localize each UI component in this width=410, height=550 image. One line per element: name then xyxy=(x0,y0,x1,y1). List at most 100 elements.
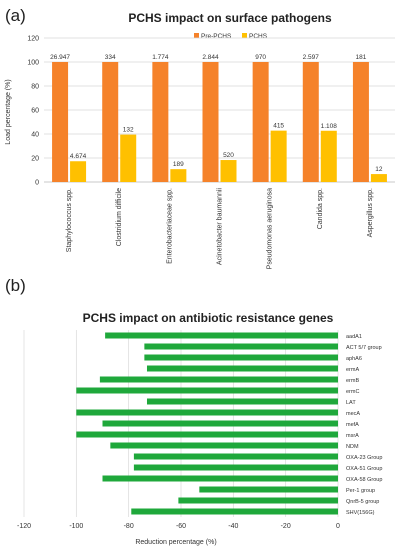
chart-b-x-axis-label: Reduction percentage (%) xyxy=(135,539,216,546)
y-tick-label: 80 xyxy=(31,84,39,91)
data-label: 334 xyxy=(105,54,116,61)
category-label: OXA-51 Group xyxy=(346,466,382,472)
bar xyxy=(76,387,338,394)
y-tick-label: 40 xyxy=(31,132,39,139)
y-tick-label: 60 xyxy=(31,108,39,115)
x-tick-label: -20 xyxy=(281,523,291,530)
bar xyxy=(270,130,287,182)
bar xyxy=(170,169,187,182)
data-label: 2.844 xyxy=(202,54,219,61)
legend-label: Pre-PCHS xyxy=(201,33,232,40)
category-label: QnrB-5 group xyxy=(346,499,379,505)
x-tick-label: -100 xyxy=(69,523,83,530)
data-label: 26.947 xyxy=(50,54,70,61)
bar xyxy=(152,62,169,182)
bar xyxy=(146,398,338,405)
x-tick-label: 0 xyxy=(336,523,340,530)
category-label: aphA6 xyxy=(346,356,362,362)
bar xyxy=(110,442,338,449)
chart-a-legend: Pre-PCHS PCHS xyxy=(194,33,268,40)
chart-a-grid xyxy=(44,37,395,183)
bar xyxy=(220,160,237,182)
x-tick-label: Pseudomonas aeruginosa xyxy=(267,188,274,269)
category-label: mefA xyxy=(346,422,359,428)
x-tick-label: -60 xyxy=(176,523,186,530)
x-tick-label: Aspergillus spp. xyxy=(367,188,374,237)
chart-a-bars xyxy=(52,62,387,182)
bar xyxy=(370,174,387,182)
data-label: 2.597 xyxy=(303,54,320,61)
bar xyxy=(99,376,338,383)
y-tick-label: 20 xyxy=(31,156,39,163)
bar xyxy=(202,62,219,182)
category-label: aadA1 xyxy=(346,334,362,340)
data-label: 1.774 xyxy=(152,54,169,61)
x-tick-label: Candida spp. xyxy=(317,188,324,229)
y-tick-label: 100 xyxy=(27,60,39,67)
bar xyxy=(144,343,338,350)
x-tick-label: Acinetobacter baumannii xyxy=(217,188,224,265)
category-label: NDM xyxy=(346,444,359,450)
bar xyxy=(70,161,87,182)
x-tick-label: -80 xyxy=(124,523,134,530)
bar xyxy=(76,431,338,438)
chart-a-title: PCHS impact on surface pathogens xyxy=(128,11,332,25)
data-label: 181 xyxy=(355,54,366,61)
category-label: LAT xyxy=(346,400,356,406)
bar xyxy=(199,486,338,493)
data-label: 12 xyxy=(375,166,383,173)
chart-b-category-labels: aadA1 ACT 5/7 group aphA6 ermA ermB ermC LAT me… xyxy=(346,334,382,516)
category-label: ermA xyxy=(346,367,359,373)
panel-b-label: (b) xyxy=(5,276,26,295)
chart-a-data-labels: 26.947 4.674 334 132 1.774 189 2.844 520 970 415 2… xyxy=(50,54,383,173)
x-tick-label: Clostridium difficile xyxy=(116,188,123,246)
x-tick-label: -120 xyxy=(17,523,31,530)
bar xyxy=(105,332,338,339)
bar xyxy=(76,409,338,416)
legend-label: PCHS xyxy=(249,33,268,40)
data-label: 189 xyxy=(173,161,184,168)
bar xyxy=(131,508,338,515)
bar xyxy=(102,475,338,482)
chart-b-title: PCHS impact on antibiotic resistance gen… xyxy=(83,311,334,325)
bar xyxy=(102,420,338,427)
bar xyxy=(144,354,338,361)
bar xyxy=(352,62,369,182)
data-label: 132 xyxy=(123,127,134,134)
category-label: OXA-58 Group xyxy=(346,477,382,483)
y-tick-label: 0 xyxy=(35,180,39,187)
x-tick-label: -40 xyxy=(228,523,238,530)
bar xyxy=(320,130,337,182)
y-tick-label: 120 xyxy=(27,36,39,43)
chart-a-y-axis-label: Load percentage (%) xyxy=(5,79,12,144)
panel-a-label: (a) xyxy=(5,6,26,25)
chart-a-y-ticks: 0 20 40 60 80 100 120 xyxy=(27,36,39,187)
bar xyxy=(133,464,338,471)
bar xyxy=(120,134,137,182)
category-label: mecA xyxy=(346,411,360,417)
bar xyxy=(52,62,69,182)
bar xyxy=(133,453,338,460)
category-label: ermC xyxy=(346,389,359,395)
x-tick-label: Enterobacteriaceae spp. xyxy=(166,188,173,264)
data-label: 1.108 xyxy=(321,123,338,130)
data-label: 415 xyxy=(273,123,284,130)
category-label: OXA-23 Group xyxy=(346,455,382,461)
data-label: 520 xyxy=(223,152,234,159)
chart-b-x-ticks: -120 -100 -80 -60 -40 -20 0 xyxy=(17,523,340,530)
category-label: Per-1 group xyxy=(346,488,375,494)
legend-swatch xyxy=(242,33,247,38)
chart-resistance-genes: PCHS impact on antibiotic resistance gen… xyxy=(17,311,382,546)
category-label: ermB xyxy=(346,378,359,384)
x-tick-label: Staphylococcus spp. xyxy=(66,188,73,252)
category-label: SHV(156G) xyxy=(346,510,375,516)
data-label: 4.674 xyxy=(70,153,87,160)
legend-swatch xyxy=(194,33,199,38)
category-label: msrA xyxy=(346,433,359,439)
category-label: ACT 5/7 group xyxy=(346,345,382,351)
bar xyxy=(252,62,269,182)
chart-surface-pathogens: PCHS impact on surface pathogens Pre-PCH… xyxy=(5,11,395,269)
bar xyxy=(178,497,338,504)
bar xyxy=(102,62,119,182)
data-label: 970 xyxy=(255,54,266,61)
